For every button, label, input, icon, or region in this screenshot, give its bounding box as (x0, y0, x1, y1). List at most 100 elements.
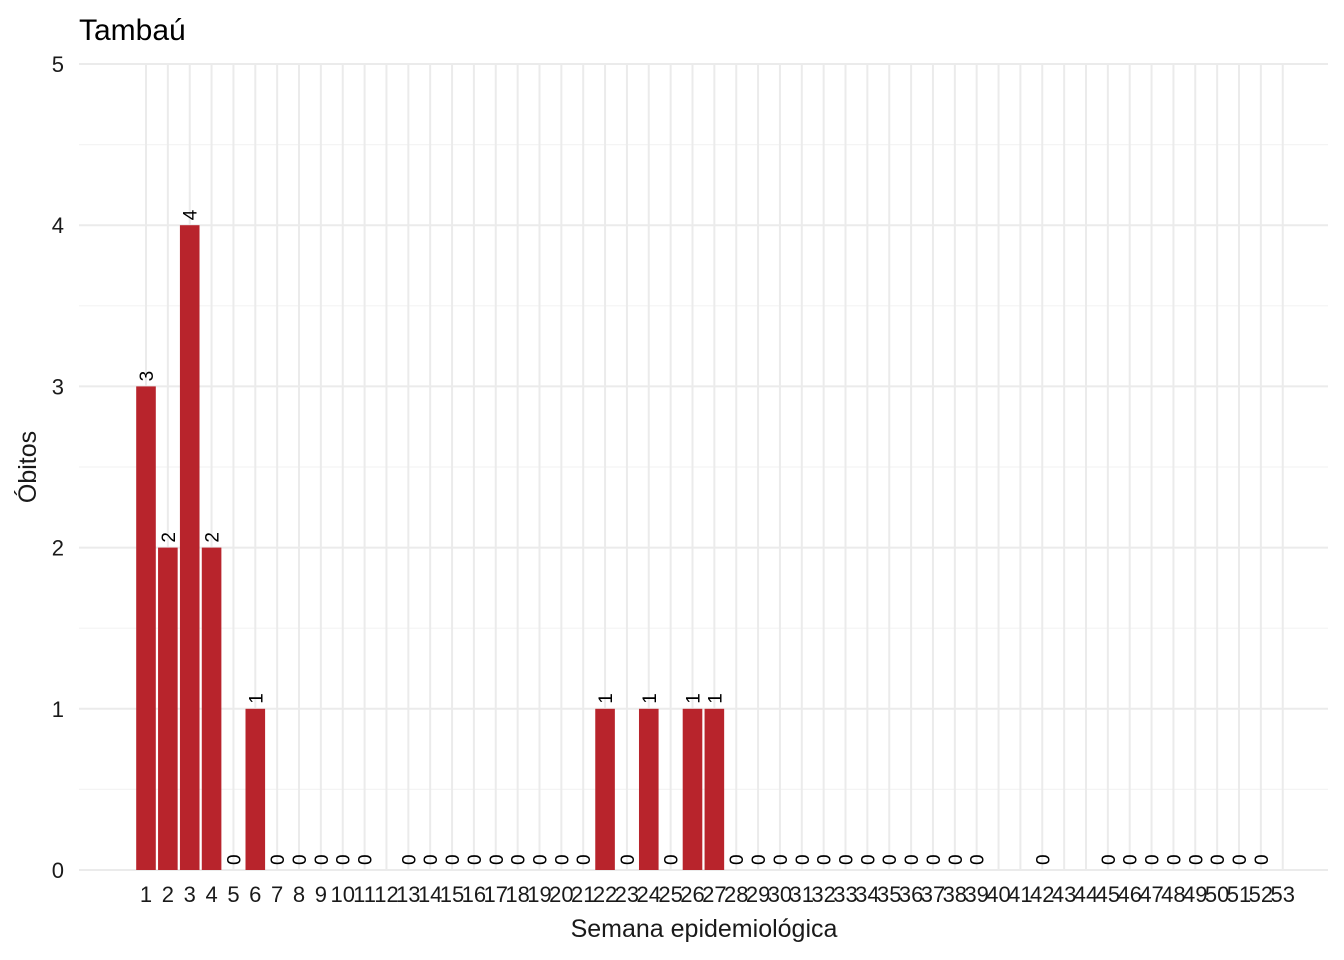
data-label: 0 (902, 854, 923, 865)
x-tick-label: 29 (746, 882, 770, 907)
data-label: 0 (749, 854, 770, 865)
bar (158, 547, 178, 870)
x-tick-label: 33 (833, 882, 857, 907)
x-tick-label: 26 (680, 882, 704, 907)
bar (245, 708, 266, 870)
data-label: 0 (1121, 854, 1142, 865)
x-tick-label: 50 (1205, 882, 1229, 907)
x-tick-label: 32 (811, 882, 835, 907)
x-tick-label: 45 (1096, 882, 1120, 907)
bar (638, 708, 659, 870)
y-tick-label: 3 (52, 374, 64, 399)
x-tick-label: 15 (440, 882, 464, 907)
data-label: 0 (312, 854, 333, 865)
x-tick-label: 34 (855, 882, 879, 907)
x-tick-label: 47 (1139, 882, 1163, 907)
x-tick-label: 10 (330, 882, 354, 907)
x-tick-label: 9 (315, 882, 327, 907)
x-tick-label: 13 (396, 882, 420, 907)
data-label: 0 (793, 854, 814, 865)
data-label: 0 (487, 854, 508, 865)
x-tick-label: 18 (505, 882, 529, 907)
x-tick-label: 23 (615, 882, 639, 907)
data-label: 0 (224, 854, 245, 865)
x-tick-label: 8 (293, 882, 305, 907)
data-label: 0 (1208, 854, 1229, 865)
bar (136, 386, 156, 870)
data-label: 2 (159, 532, 180, 543)
y-tick-label: 5 (52, 52, 64, 77)
x-tick-label: 35 (877, 882, 901, 907)
data-label: 0 (465, 854, 486, 865)
y-axis-ticks: 0 1 2 3 4 5 (52, 52, 64, 883)
x-tick-label: 46 (1117, 882, 1141, 907)
x-tick-label: 30 (768, 882, 792, 907)
x-tick-label: 40 (986, 882, 1010, 907)
data-label: 0 (815, 854, 836, 865)
x-tick-label: 37 (921, 882, 945, 907)
x-tick-label: 25 (658, 882, 682, 907)
x-tick-label: 53 (1270, 882, 1294, 907)
grid (79, 63, 1328, 871)
chart-title: Tambaú (79, 14, 186, 47)
data-label: 0 (924, 854, 945, 865)
data-label: 0 (1099, 854, 1120, 865)
x-tick-label: 7 (271, 882, 283, 907)
y-tick-label: 1 (52, 697, 64, 722)
data-label: 4 (181, 209, 202, 220)
x-axis-ticks: 1 2 3 4 5 6 7 8 9 1011121314151617181920212223242… (140, 882, 1295, 907)
x-tick-label: 52 (1249, 882, 1273, 907)
x-tick-label: 51 (1227, 882, 1251, 907)
data-label: 1 (705, 693, 726, 704)
x-tick-label: 22 (593, 882, 617, 907)
data-label: 0 (1252, 854, 1273, 865)
y-axis-title: Óbitos (13, 431, 42, 503)
bar (704, 708, 725, 870)
data-label: 0 (509, 854, 530, 865)
x-axis-title: Semana epidemiológica (571, 915, 838, 943)
data-label: 0 (968, 854, 989, 865)
x-tick-label: 19 (527, 882, 551, 907)
data-label: 1 (640, 693, 661, 704)
x-tick-label: 42 (1030, 882, 1054, 907)
x-tick-label: 31 (790, 882, 814, 907)
data-label: 0 (858, 854, 879, 865)
data-label: 0 (530, 854, 551, 865)
data-label: 0 (1143, 854, 1164, 865)
x-tick-label: 48 (1161, 882, 1185, 907)
data-label: 0 (1186, 854, 1207, 865)
data-label: 0 (946, 854, 967, 865)
y-tick-label: 2 (52, 536, 64, 561)
data-label: 1 (596, 693, 617, 704)
x-tick-label: 38 (943, 882, 967, 907)
data-label: 1 (684, 693, 705, 704)
bars (136, 225, 725, 870)
data-label: 0 (618, 854, 639, 865)
x-tick-label: 39 (964, 882, 988, 907)
data-label: 0 (443, 854, 464, 865)
y-tick-label: 4 (52, 213, 64, 238)
x-tick-label: 16 (462, 882, 486, 907)
data-label: 0 (552, 854, 573, 865)
x-tick-label: 43 (1052, 882, 1076, 907)
data-label: 0 (421, 854, 442, 865)
x-tick-label: 49 (1183, 882, 1207, 907)
x-tick-label: 21 (571, 882, 595, 907)
data-label: 0 (268, 854, 289, 865)
data-label: 0 (399, 854, 420, 865)
data-label: 0 (1164, 854, 1185, 865)
data-label: 0 (290, 854, 311, 865)
bar (595, 708, 615, 870)
x-tick-label: 24 (637, 882, 661, 907)
x-tick-label: 28 (724, 882, 748, 907)
bar (682, 708, 703, 870)
data-label: 0 (662, 854, 683, 865)
x-tick-label: 36 (899, 882, 923, 907)
x-tick-label: 4 (205, 882, 217, 907)
data-label: 0 (771, 854, 792, 865)
x-tick-label: 12 (374, 882, 398, 907)
x-tick-label: 41 (1008, 882, 1032, 907)
x-tick-label: 5 (227, 882, 239, 907)
data-label: 1 (246, 693, 267, 704)
